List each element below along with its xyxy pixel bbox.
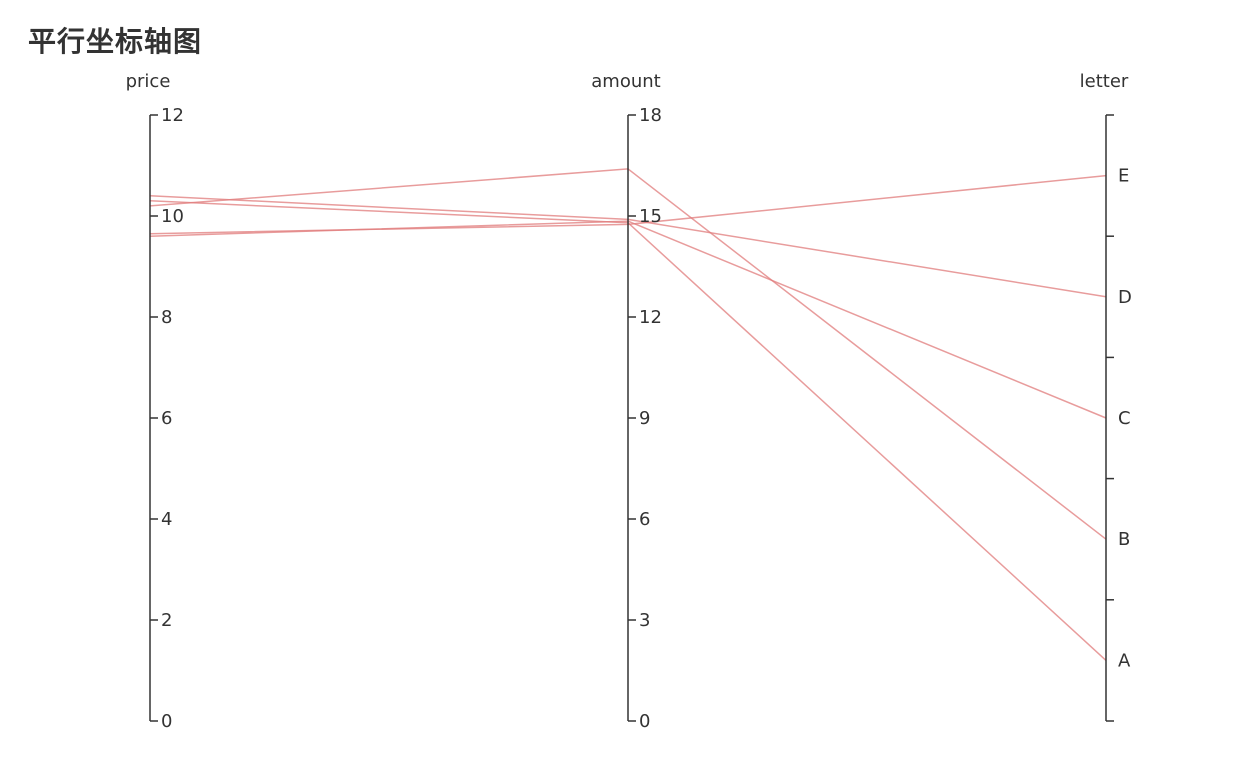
axis-letter: letter A B C D E <box>1080 71 1132 722</box>
tick-label: 15 <box>639 206 662 227</box>
axis-title-amount: amount <box>591 71 660 92</box>
tick-label: 12 <box>639 307 662 328</box>
tick-label: 3 <box>639 610 650 631</box>
tick-label: 18 <box>639 105 662 126</box>
tick-label: 6 <box>639 509 650 530</box>
tick-label: D <box>1118 287 1132 308</box>
tick-label: 0 <box>639 711 650 732</box>
tick-label: 12 <box>161 105 184 126</box>
tick-label: 8 <box>161 307 172 328</box>
tick-label: 2 <box>161 610 172 631</box>
tick-label: B <box>1118 529 1130 550</box>
axis-price: price 0 2 4 6 8 10 12 <box>126 71 184 732</box>
tick-label: C <box>1118 408 1131 429</box>
tick-label: 10 <box>161 206 184 227</box>
tick-label: A <box>1118 650 1131 671</box>
tick-label: 0 <box>161 711 172 732</box>
axes: price 0 2 4 6 8 10 12 amount 0 3 6 9 12 15 18 letter A B C D… <box>126 71 1132 732</box>
tick-label: E <box>1118 166 1129 187</box>
axis-title-letter: letter <box>1080 71 1129 92</box>
tick-label: 9 <box>639 408 650 429</box>
tick-label: 6 <box>161 408 172 429</box>
page-title: 平行坐标轴图 <box>28 25 203 58</box>
axis-title-price: price <box>126 71 171 92</box>
axis-amount: amount 0 3 6 9 12 15 18 <box>591 71 662 732</box>
tick-label: 4 <box>161 509 172 530</box>
